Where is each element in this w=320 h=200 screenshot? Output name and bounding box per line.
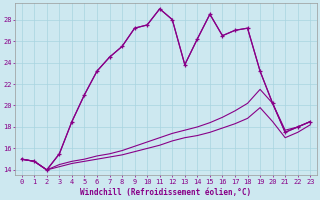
X-axis label: Windchill (Refroidissement éolien,°C): Windchill (Refroidissement éolien,°C) bbox=[80, 188, 252, 197]
